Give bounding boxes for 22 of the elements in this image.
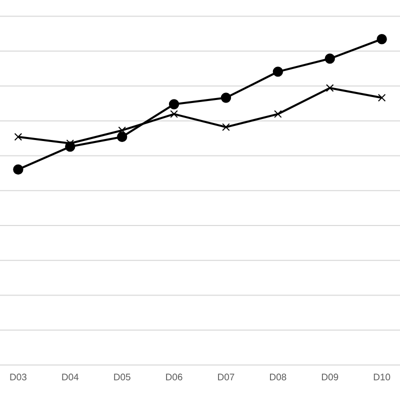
x-tick-label: D04 [62, 374, 79, 380]
point [14, 132, 22, 141]
point [220, 92, 232, 103]
x-tick-label: D08 [270, 374, 286, 380]
point [116, 132, 128, 142]
point [376, 34, 387, 44]
point [274, 110, 282, 118]
point [168, 99, 180, 110]
point [272, 66, 284, 77]
x-tick-label: D06 [166, 374, 182, 380]
x-tick-label: D10 [374, 374, 390, 380]
x-tick-label: D05 [114, 374, 130, 380]
point [324, 54, 335, 64]
point [378, 94, 386, 102]
point [326, 84, 334, 92]
point [170, 110, 178, 118]
x-tick-label: D09 [322, 374, 338, 380]
point [13, 164, 24, 175]
point [222, 123, 230, 131]
point [118, 126, 126, 134]
x-tick-label: D07 [218, 374, 234, 380]
x-tick-label: D03 [10, 374, 26, 380]
